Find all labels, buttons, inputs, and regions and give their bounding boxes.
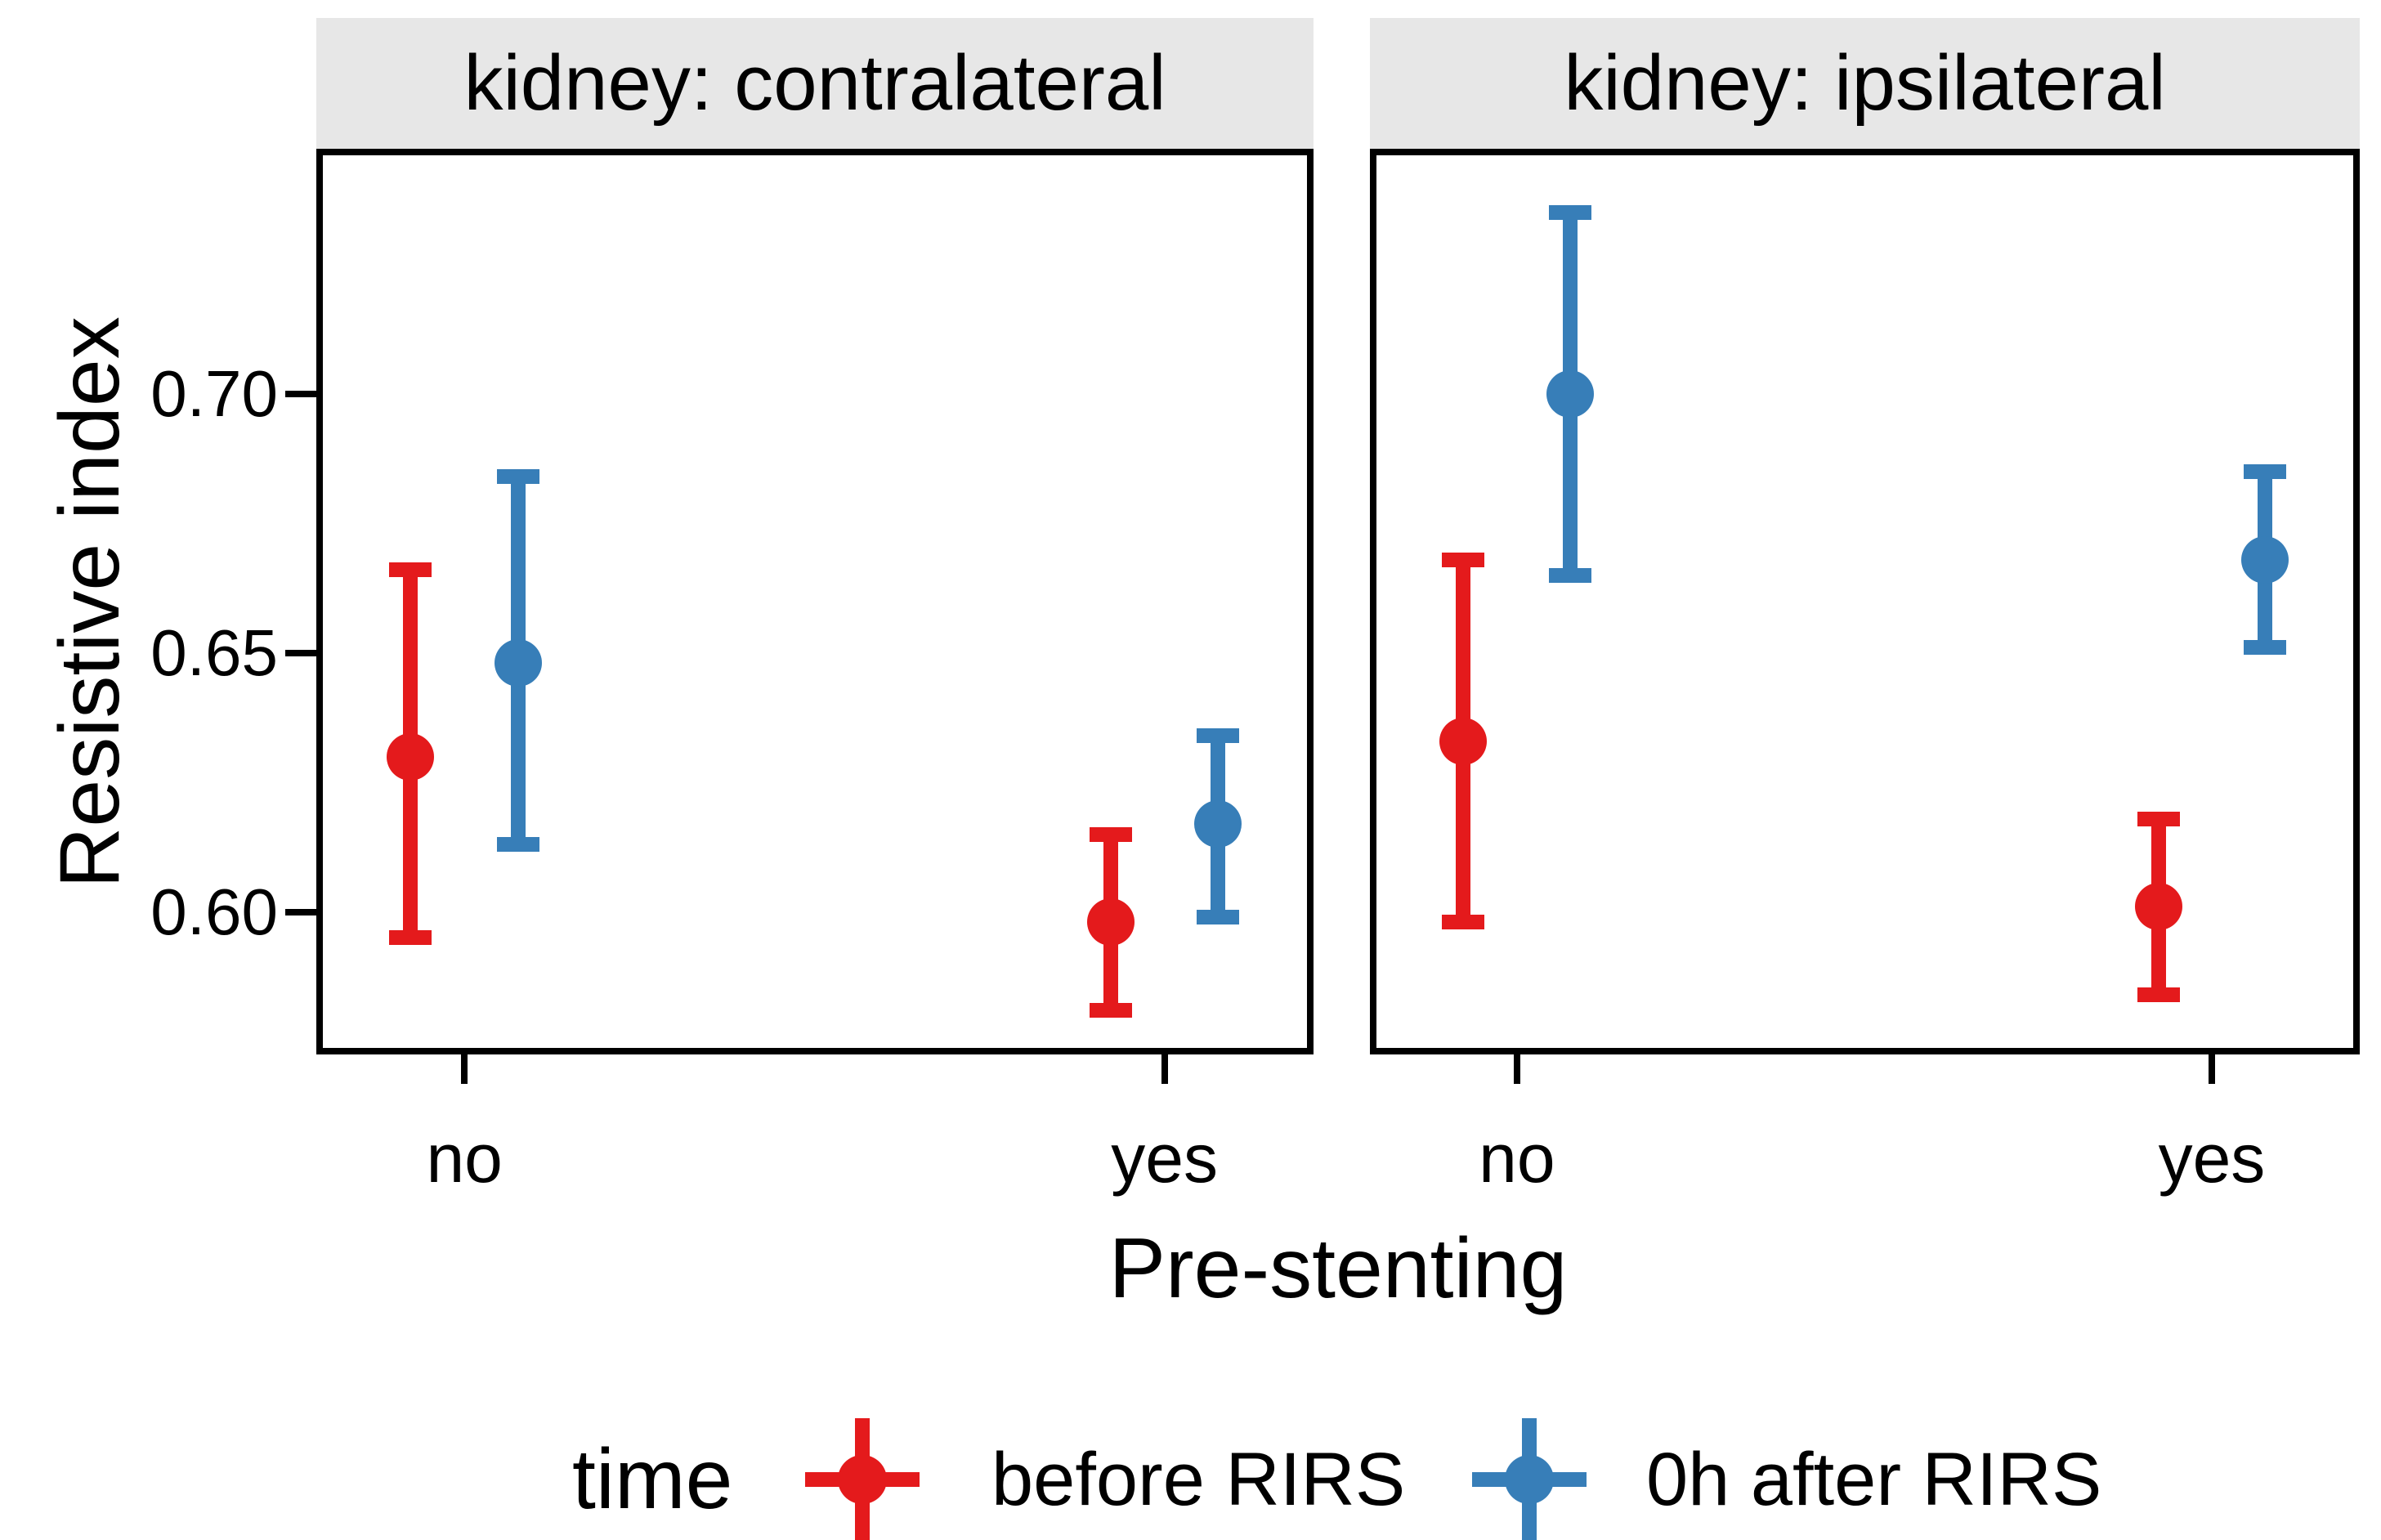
x-tick-label: yes (2158, 1120, 2266, 1197)
x-tick-mark (1513, 1054, 1520, 1084)
pointrange-ipsilateral-yes-0h-after-rirs-point (2241, 535, 2289, 584)
facet-strip-label: kidney: ipsilateral (1564, 39, 2166, 127)
pointrange-ipsilateral-no-0h-after-rirs-cap-bottom (1549, 567, 1592, 583)
pointrange-ipsilateral-yes-before-rirs-cap-bottom (2137, 987, 2180, 1003)
y-axis-title: Resistive index (43, 316, 137, 889)
pointrange-ipsilateral-yes-0h-after-rirs-cap-top (2244, 463, 2287, 479)
pointrange-ipsilateral-no-before-rirs-point (1439, 717, 1488, 765)
pointrange-ipsilateral-yes-before-rirs-cap-top (2137, 811, 2180, 826)
x-tick-label: no (426, 1120, 503, 1197)
x-axis-title: Pre-stenting (1108, 1221, 1568, 1316)
legend-title: time (572, 1432, 733, 1527)
legend-point-icon (1505, 1455, 1554, 1504)
legend-point-icon (838, 1455, 887, 1504)
legend-label-0h-after-rirs: 0h after RIRS (1646, 1438, 2102, 1521)
legend-key-0h-after-rirs (1472, 1414, 1587, 1540)
pointrange-ipsilateral-no-before-rirs-cap-top (1442, 552, 1485, 567)
pointrange-contralateral-no-0h-after-rirs-cap-bottom (497, 837, 540, 853)
y-tick-mark (285, 649, 316, 656)
pointrange-ipsilateral-no-before-rirs-cap-bottom (1442, 915, 1485, 930)
y-tick-label: 0.70 (150, 356, 278, 430)
pointrange-ipsilateral-no-0h-after-rirs-point (1546, 369, 1595, 418)
facet-strip-label: kidney: contralateral (463, 39, 1166, 127)
pointrange-contralateral-no-before-rirs-point (387, 732, 435, 781)
pointrange-ipsilateral-yes-before-rirs-point (2134, 883, 2182, 931)
y-tick-label: 0.60 (150, 875, 278, 948)
x-tick-mark (1161, 1054, 1168, 1084)
pointrange-contralateral-yes-before-rirs-cap-bottom (1089, 1003, 1132, 1018)
legend-key-before-rirs (805, 1414, 920, 1540)
x-tick-label: yes (1111, 1120, 1218, 1197)
legend-label-before-rirs: before RIRS (991, 1438, 1406, 1521)
y-tick-mark (285, 390, 316, 397)
pointrange-contralateral-no-0h-after-rirs-point (495, 639, 543, 687)
panel-contralateral (316, 149, 1314, 1054)
pointrange-contralateral-yes-before-rirs-cap-top (1089, 826, 1132, 842)
x-tick-label: no (1479, 1120, 1555, 1197)
facet-strip-contralateral: kidney: contralateral (316, 18, 1314, 149)
pointrange-contralateral-yes-0h-after-rirs-cap-bottom (1197, 910, 1240, 925)
pointrange-contralateral-yes-0h-after-rirs-point (1194, 799, 1242, 848)
x-tick-mark (2208, 1054, 2215, 1084)
pointrange-ipsilateral-yes-0h-after-rirs-cap-bottom (2244, 640, 2287, 656)
x-tick-mark (461, 1054, 468, 1084)
facet-strip-ipsilateral: kidney: ipsilateral (1370, 18, 2360, 149)
pointrange-contralateral-no-before-rirs-cap-top (389, 562, 432, 578)
pointrange-contralateral-no-0h-after-rirs-cap-top (497, 469, 540, 485)
pointrange-contralateral-no-before-rirs-cap-bottom (389, 930, 432, 946)
pointrange-contralateral-yes-0h-after-rirs-cap-top (1197, 728, 1240, 744)
panel-ipsilateral (1370, 149, 2360, 1054)
pointrange-ipsilateral-no-0h-after-rirs-cap-top (1549, 204, 1592, 220)
pointrange-contralateral-yes-before-rirs-point (1086, 898, 1135, 947)
y-tick-label: 0.65 (150, 616, 278, 689)
y-tick-mark (285, 908, 316, 915)
